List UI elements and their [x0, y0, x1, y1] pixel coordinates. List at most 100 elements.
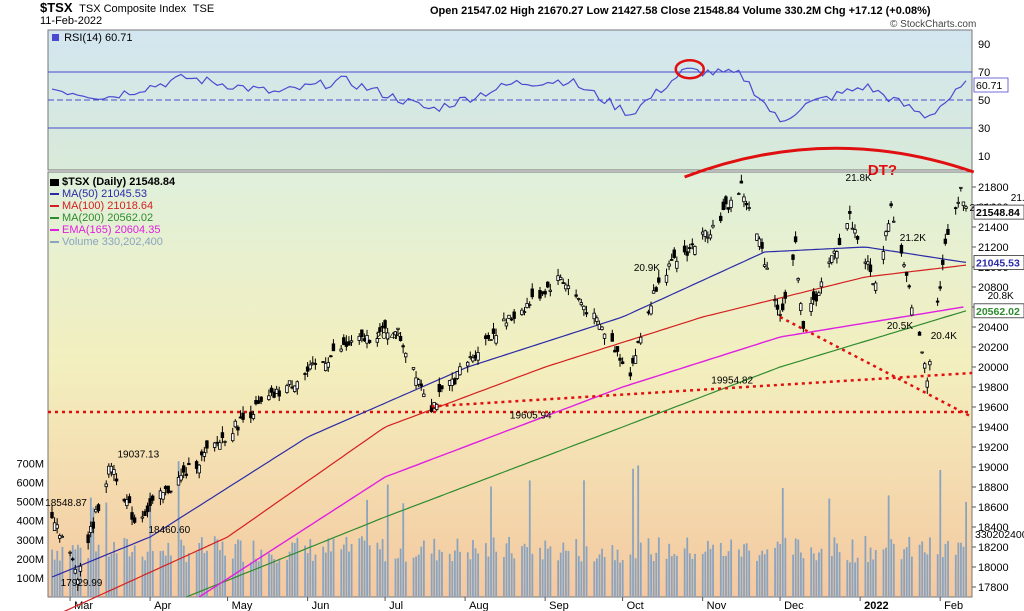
volume-bar — [273, 559, 276, 597]
candle-body — [928, 361, 932, 366]
volume-bar — [745, 543, 748, 597]
candle-body — [835, 251, 839, 259]
volume-bar — [885, 547, 887, 597]
candle-body — [873, 282, 878, 291]
candle-body — [91, 521, 96, 529]
candle-body — [943, 238, 948, 244]
volume-bar — [268, 553, 270, 597]
volume-bar — [239, 540, 242, 597]
volume-bar — [322, 546, 325, 597]
volume-bar — [252, 540, 255, 597]
candle-body — [762, 264, 767, 267]
candle-body — [465, 361, 470, 367]
candle-body — [504, 322, 509, 327]
volume-bar — [453, 550, 456, 597]
volume-bar — [799, 552, 802, 597]
volume-bar — [128, 556, 131, 597]
candle-body — [667, 263, 671, 267]
volume-bar — [838, 552, 841, 597]
volume-bar — [164, 555, 167, 597]
candle-body — [941, 259, 945, 265]
price-tick-label: 18400 — [978, 522, 1009, 534]
candle-body — [868, 264, 873, 273]
month-label: Oct — [627, 600, 644, 611]
price-tick-label: 18200 — [978, 542, 1009, 554]
volume-bar — [634, 558, 637, 597]
volume-bar — [404, 561, 407, 597]
price-annotation: 20.4K — [376, 331, 402, 342]
volume-bar — [810, 547, 813, 597]
volume-bar — [719, 542, 722, 597]
volume-bar — [433, 538, 436, 597]
candle-body — [675, 260, 679, 269]
candle-body — [866, 261, 870, 265]
candle-body — [845, 223, 849, 230]
volume-bar — [146, 551, 149, 597]
candle-body — [600, 326, 604, 330]
volume-bar — [162, 550, 165, 597]
volume-bar — [87, 557, 90, 597]
candle-body — [657, 277, 661, 283]
volume-bar — [621, 560, 624, 597]
volume-bar — [763, 554, 766, 597]
volume-bar — [133, 545, 136, 597]
candle-body — [602, 333, 607, 339]
candle-body — [251, 414, 256, 419]
candle-body — [791, 254, 795, 260]
candle-body — [711, 224, 715, 228]
candle-body — [703, 230, 707, 237]
volume-bar — [126, 539, 128, 597]
volume-bar — [926, 554, 929, 597]
candle-body — [558, 276, 563, 280]
month-label: Nov — [707, 600, 727, 611]
volume-bar — [887, 495, 890, 597]
volume-bar — [376, 542, 379, 597]
volume-bar — [420, 546, 423, 597]
candle-body — [491, 328, 496, 334]
candle-body — [538, 290, 542, 299]
volume-tick-label: 300M — [16, 535, 44, 547]
volume-bar — [417, 554, 420, 597]
candles-layer — [50, 174, 968, 592]
legend-item: $TSX (Daily) 21548.84 — [50, 176, 175, 188]
volume-bar — [394, 558, 397, 597]
volume-bar — [851, 539, 854, 597]
candle-body — [744, 202, 749, 206]
candle-body — [910, 307, 914, 316]
candle-body — [179, 474, 183, 481]
volume-bar — [330, 551, 332, 597]
volume-bar — [441, 551, 443, 597]
volume-bar — [293, 542, 296, 597]
exchange-name: TSE — [192, 3, 215, 15]
ohlc-summary: Open 21547.02 High 21670.27 Low 21427.58… — [430, 5, 931, 17]
volume-bar — [748, 550, 751, 597]
candle-body — [956, 201, 960, 204]
volume-bar — [655, 552, 658, 597]
volume-bar — [818, 552, 820, 597]
volume-bar — [673, 553, 676, 597]
volume-bar — [910, 556, 913, 597]
double-top-arc — [684, 146, 975, 179]
candle-body — [313, 363, 318, 365]
candle-body — [435, 403, 439, 410]
candle-body — [765, 267, 769, 270]
candle-body — [799, 303, 803, 311]
volume-bar — [921, 541, 924, 597]
candle-body — [938, 286, 942, 289]
legend: $TSX (Daily) 21548.84 MA(50) 21045.53 MA(1… — [50, 176, 175, 248]
candle-body — [778, 314, 782, 316]
candle-body — [453, 378, 457, 385]
volume-bar — [487, 556, 490, 597]
candle-body — [187, 462, 191, 466]
candle-body — [561, 282, 565, 284]
volume-bar — [448, 553, 451, 597]
candle-body — [855, 236, 860, 240]
volume-bar — [650, 554, 653, 597]
volume-bar — [727, 551, 730, 597]
legend-text: $TSX (Daily) 21548.84 — [62, 176, 176, 188]
legend-text: MA(100) 21018.64 — [62, 200, 154, 212]
price-panel-bg — [47, 171, 973, 598]
candle-body — [468, 356, 472, 359]
candle-body — [411, 367, 416, 370]
candle-body — [853, 229, 857, 234]
